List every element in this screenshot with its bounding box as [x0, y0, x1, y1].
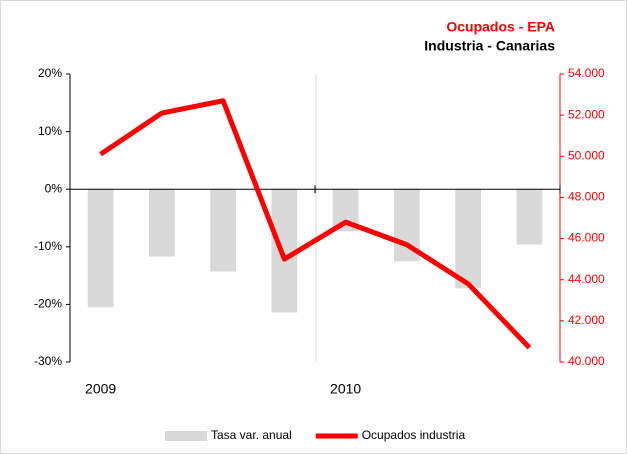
bar	[210, 189, 236, 272]
y2-tick-label: 50.000	[568, 148, 605, 162]
bar	[516, 189, 543, 245]
y2-tick-label: 46.000	[568, 231, 605, 245]
y2-tick-label: 54.000	[568, 66, 605, 80]
bar	[455, 189, 481, 289]
y2-tick-label: 40.000	[568, 354, 605, 368]
chart-title: Ocupados - EPA	[446, 19, 555, 35]
legend-label: Ocupados industria	[362, 428, 466, 442]
y2-tick-label: 48.000	[568, 190, 605, 204]
bar	[271, 189, 298, 313]
y-tick-label: 20%	[38, 66, 62, 80]
y2-tick-label: 44.000	[568, 272, 605, 286]
y-tick-label: -30%	[34, 354, 62, 368]
y-tick-label: -20%	[34, 297, 62, 311]
y2-tick-label: 42.000	[568, 313, 605, 327]
legend-swatch	[165, 431, 207, 441]
y2-tick-label: 52.000	[568, 107, 605, 121]
line	[99, 98, 532, 350]
legend-label: Tasa var. anual	[211, 428, 292, 442]
x-tick-label: 2010	[330, 381, 361, 397]
chart-subtitle: Industria - Canarias	[424, 38, 555, 54]
x-tick-label: 2009	[85, 381, 116, 397]
y-tick-label: -10%	[34, 239, 62, 253]
bar	[149, 189, 175, 257]
y-tick-label: 0%	[45, 181, 63, 195]
bar	[87, 189, 114, 308]
y-tick-label: 10%	[38, 124, 62, 138]
